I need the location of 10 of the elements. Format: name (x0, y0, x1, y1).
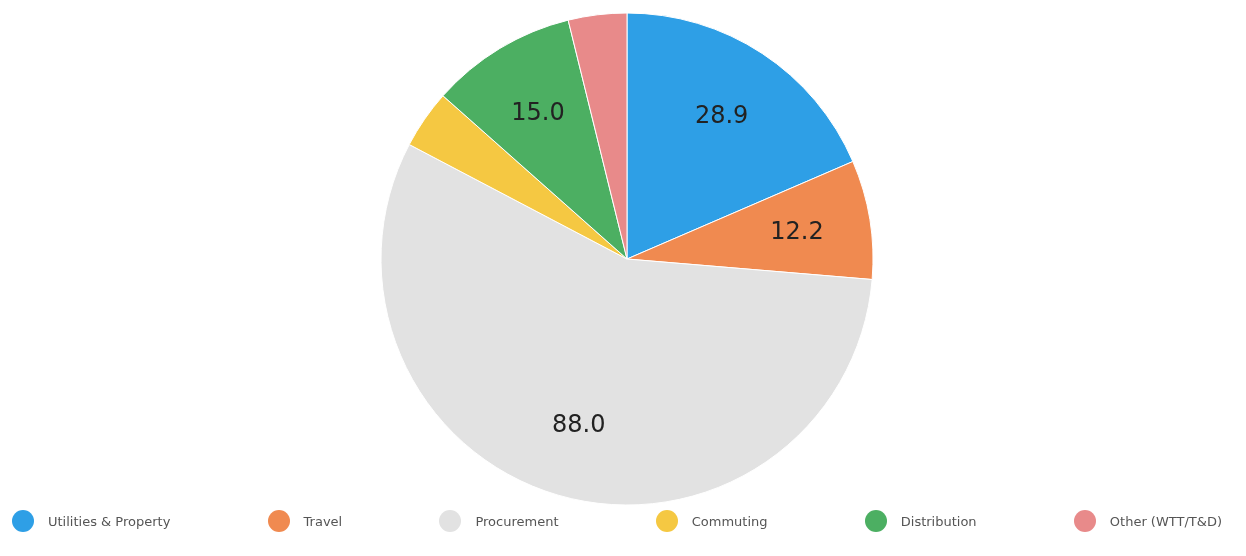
legend-label: Other (WTT/T&D) (1109, 513, 1222, 529)
legend-label: Travel (303, 513, 343, 529)
data-label: 88.0 (552, 410, 606, 439)
data-label: 15.0 (511, 97, 565, 126)
legend-label: Distribution (900, 513, 977, 529)
data-label: 12.2 (770, 217, 824, 246)
legend-label: Procurement (475, 513, 559, 529)
legend-label: Utilities & Property (48, 513, 171, 529)
legend-label: Commuting (691, 513, 768, 529)
data-label: 28.9 (694, 101, 749, 130)
